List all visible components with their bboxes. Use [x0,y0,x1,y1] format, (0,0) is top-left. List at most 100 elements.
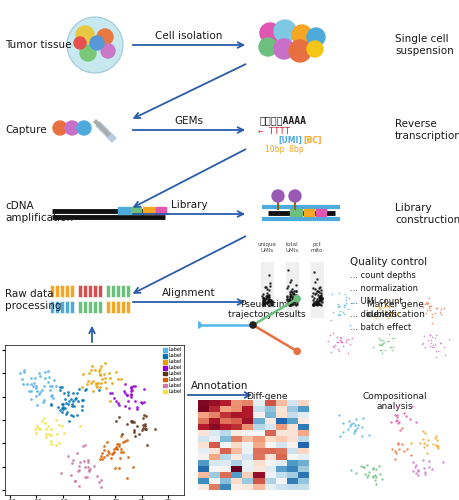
Text: ... doublets: ... doublets [349,310,396,319]
Point [68,460,76,468]
Point [285,296,293,304]
Text: Capture: Capture [5,125,46,135]
Text: Raw data
processing: Raw data processing [5,289,62,311]
Point [86,465,94,473]
Text: Library: Library [170,200,207,210]
Point [292,298,300,306]
Point [387,342,394,350]
Point [397,424,405,432]
Point [54,430,61,438]
Text: ... normalization: ... normalization [349,284,417,293]
Point [327,316,334,324]
Point [375,346,383,354]
Text: Reverse
transcription: Reverse transcription [394,119,459,141]
Point [58,404,65,412]
Point [292,300,300,308]
Point [316,292,324,300]
Point [424,302,431,310]
Point [69,456,76,464]
Point [293,294,300,302]
Point [266,279,274,287]
Point [383,302,390,310]
Point [368,466,375,473]
Point [310,298,317,306]
Point [112,397,119,405]
Point [79,396,87,404]
Point [412,418,419,426]
Point [56,406,63,414]
Point [431,441,439,449]
Point [259,296,266,304]
Point [73,450,81,458]
Point [313,287,321,295]
Point [286,300,293,308]
Point [286,300,293,308]
Point [261,283,269,291]
Point [115,442,123,450]
Point [376,336,384,344]
Point [381,302,389,310]
Point [27,374,34,382]
Point [316,294,324,302]
Point [393,309,401,317]
Point [113,440,121,448]
Point [379,339,386,347]
Point [389,308,396,316]
Point [308,300,316,308]
Point [44,378,51,386]
Point [78,383,85,391]
Point [376,342,383,349]
Point [123,420,130,428]
Point [79,370,87,378]
Point [420,300,428,308]
Point [392,416,400,424]
Point [97,362,104,370]
Point [316,293,323,301]
Point [431,304,438,312]
Point [341,336,349,344]
Circle shape [274,39,293,59]
Point [364,432,372,440]
Point [392,412,399,420]
Point [398,440,405,448]
Point [426,302,434,310]
Point [363,462,370,469]
Point [439,304,447,312]
Point [61,430,68,438]
Point [96,371,104,379]
Point [387,312,394,320]
Point [445,336,452,344]
Point [313,275,320,283]
Point [78,402,85,410]
Point [142,425,149,433]
Circle shape [80,45,96,61]
Point [73,410,80,418]
Point [330,342,337,350]
Point [415,304,422,312]
Bar [65,301,69,313]
Bar [70,285,74,297]
Point [119,438,126,446]
Point [357,462,364,470]
Point [130,428,137,436]
Point [371,465,379,473]
Point [392,402,400,410]
Point [436,305,443,313]
Bar [315,209,325,216]
Point [127,384,134,392]
Point [56,439,63,447]
Point [106,397,113,405]
Bar [60,301,64,313]
Point [316,300,323,308]
Point [316,291,324,299]
Point [312,296,319,304]
Text: Clustering & visualization: Clustering & visualization [29,480,154,490]
Point [338,308,346,316]
Point [347,466,354,474]
Point [375,302,382,310]
Point [341,298,349,306]
Point [97,452,104,460]
Point [40,382,48,390]
Point [419,427,426,435]
Point [127,417,134,425]
